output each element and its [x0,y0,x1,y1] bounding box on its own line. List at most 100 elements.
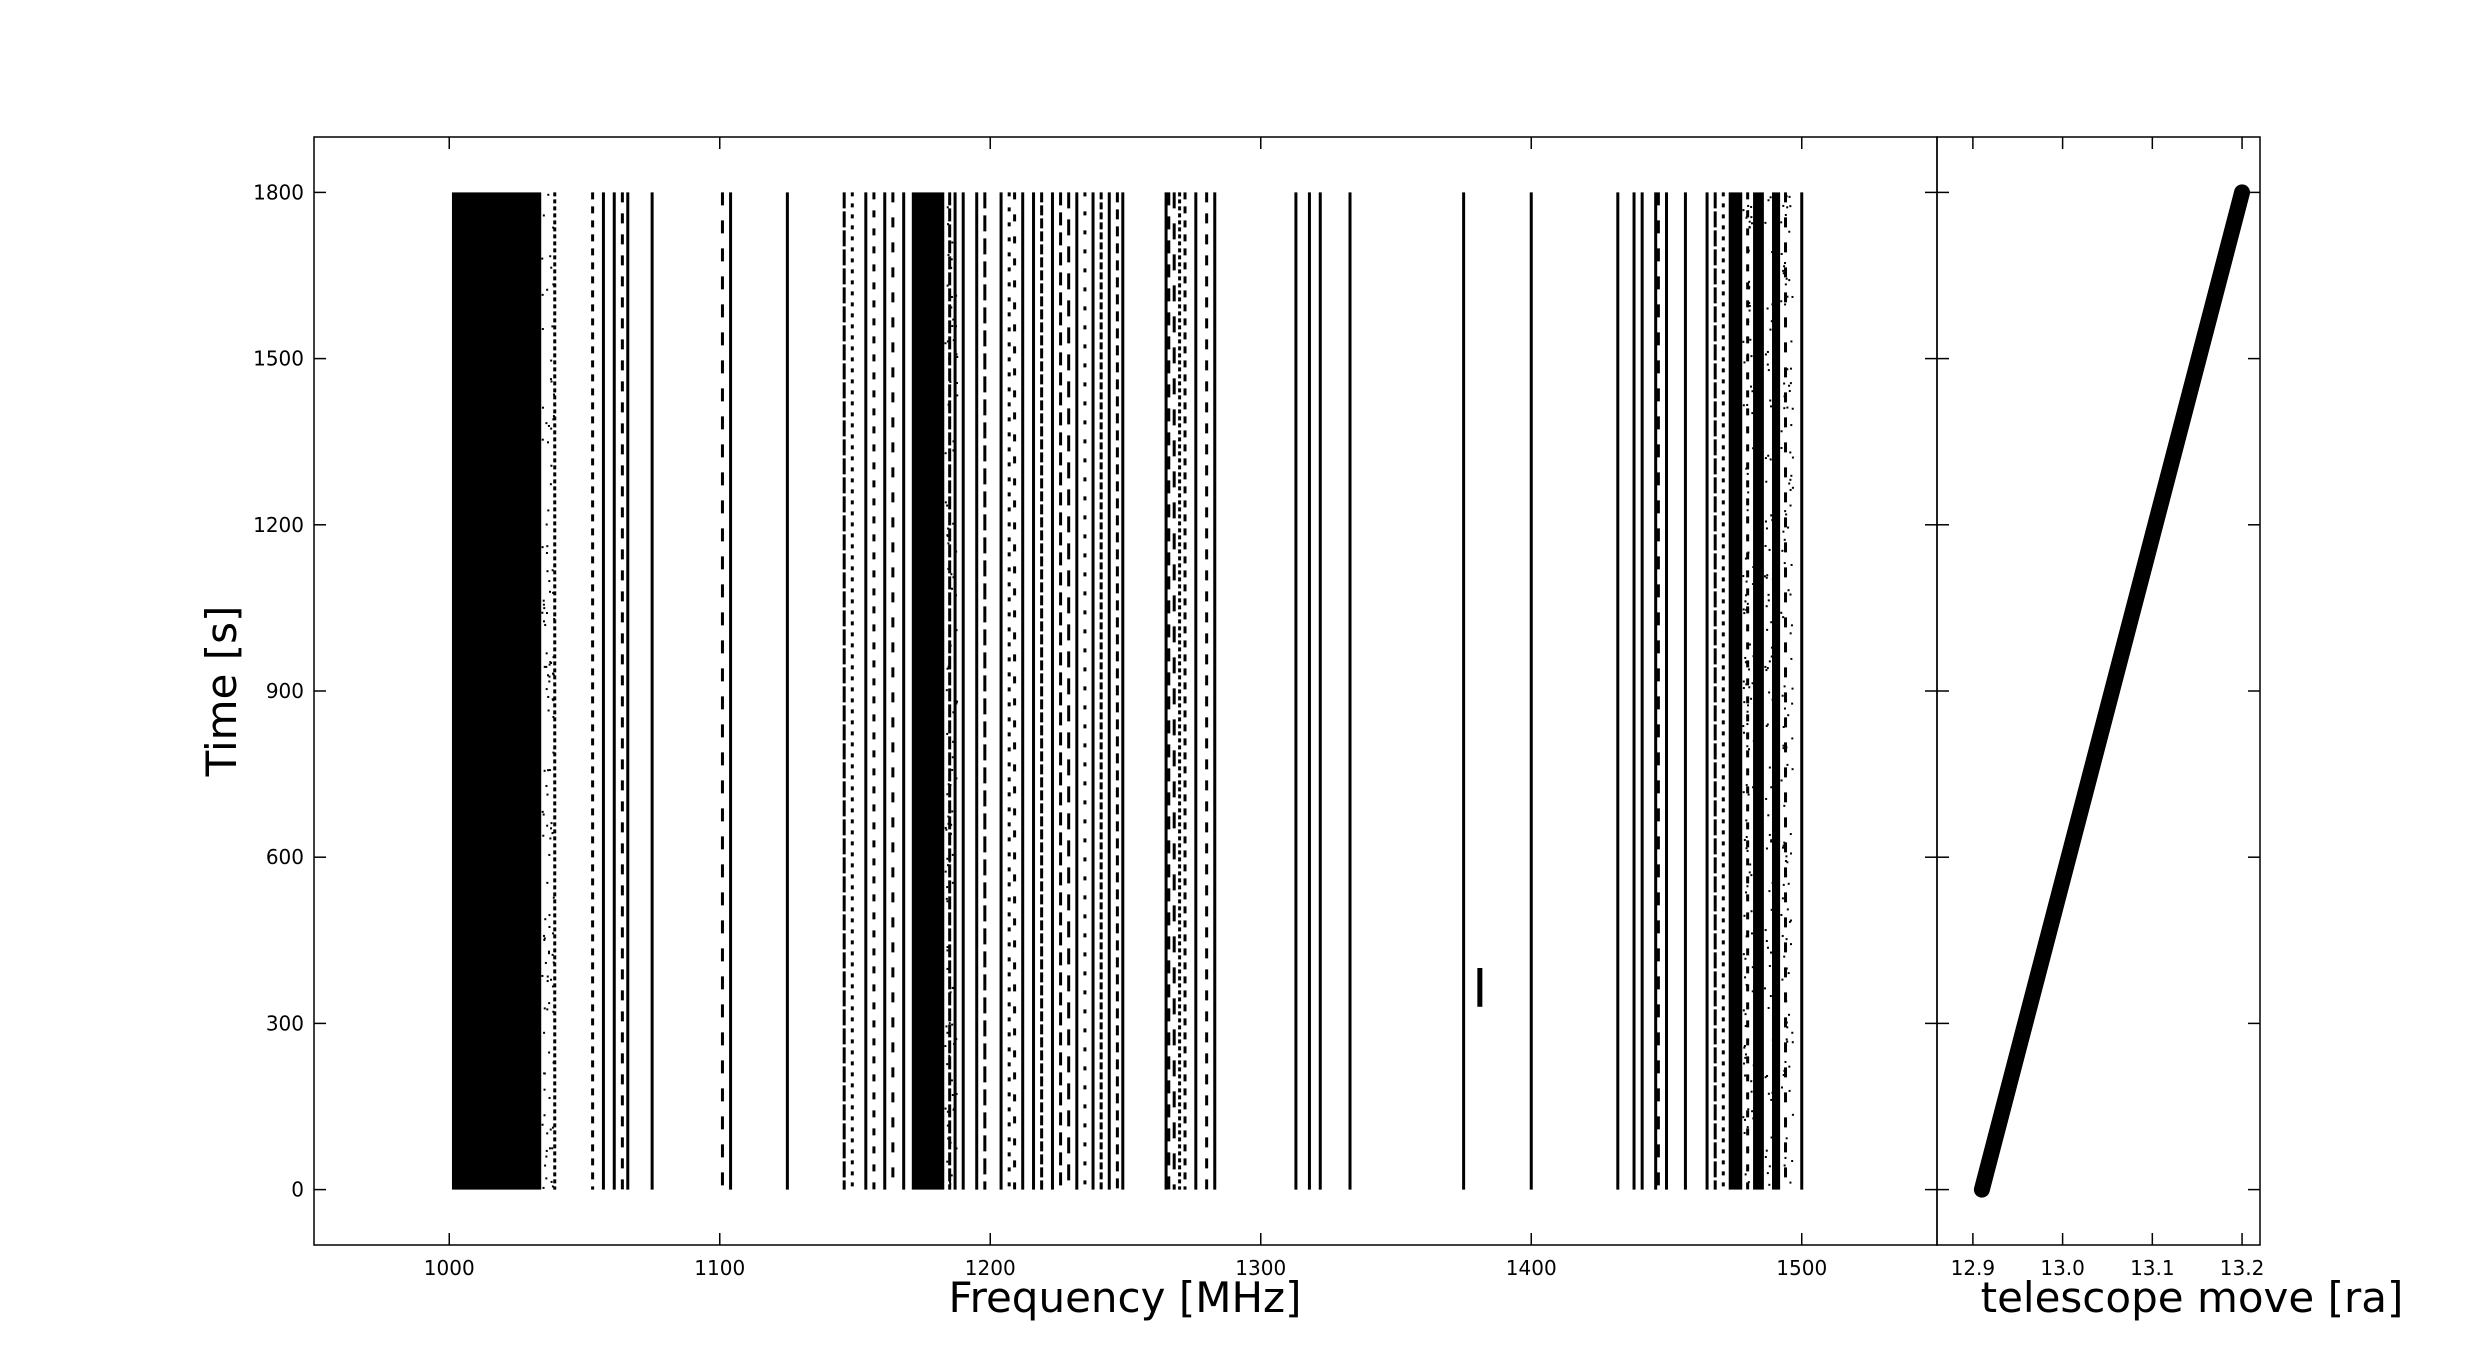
rfi-speckle [1745,819,1747,821]
rfi-speckle [1746,885,1748,887]
rfi-speckle [1744,958,1746,960]
rfi-speckle [1770,786,1772,788]
ytick-label: 300 [266,1011,304,1035]
rfi-speckle [546,794,548,796]
rfi-speckle [542,811,544,813]
rfi-speckle [1790,833,1792,835]
rfi-speckle [1785,513,1787,515]
rfi-speckle [546,552,548,554]
rfi-speckle [1766,605,1768,607]
rfi-speckle [1744,1045,1746,1047]
rfi-speckle [1782,897,1784,899]
rfi-dense-band-0 [452,192,541,1189]
rfi-speckle [543,620,545,622]
rfi-speckle [951,1079,953,1081]
rfi-speckle [1770,196,1772,198]
rfi-speckle [1767,814,1769,816]
rfi-speckle [1764,666,1766,668]
rfi-speckle [543,607,545,609]
rfi-speckle [1746,745,1748,747]
rfi-speckle [952,1094,954,1096]
rfi-speckle [1784,685,1786,687]
rfi-speckle [1766,629,1768,631]
rfi-speckle [548,580,550,582]
rfi-speckle [1747,711,1749,713]
rfi-speckle [1745,1053,1747,1055]
rfi-speckle [1765,1076,1767,1078]
rfi-speckle [1766,725,1768,727]
rfi-speckle [1782,695,1784,697]
ytick-label: 900 [266,679,304,703]
rfi-speckle [1792,768,1794,770]
rfi-speckle [1781,1086,1783,1088]
rfi-speckle [945,452,947,454]
ytick-label: 1800 [253,180,304,204]
rfi-speckle [1781,550,1783,552]
rfi-speckle [1766,574,1768,576]
rfi-speckle [1790,489,1792,491]
rfi-speckle [1788,972,1790,974]
rfi-speckle [1792,408,1794,410]
rfi-speckle [543,935,545,937]
rfi-speckle [1745,891,1747,893]
rfi-dense-band-3 [1753,192,1764,1189]
rfi-speckle [1743,680,1745,682]
rfi-speckle [1785,283,1787,285]
rfi-speckle [1789,451,1791,453]
rfi-speckle [551,380,553,382]
rfi-speckle [546,289,548,291]
rfi-speckle [1792,1114,1794,1116]
rfi-speckle [546,570,548,572]
rfi-speckle [1750,698,1752,700]
rfi-speckle [949,1022,951,1024]
rfi-speckle [1788,231,1790,233]
rfi-speckle [951,242,953,244]
rfi-speckle [946,898,948,900]
rfi-speckle [545,1177,547,1179]
rfi-speckle [1790,505,1792,507]
rfi-speckle [946,886,948,888]
left-ylabel: Time [s] [197,606,246,778]
rfi-speckle [1766,527,1768,529]
rfi-speckle [547,674,549,676]
rfi-speckle [946,793,948,795]
rfi-speckle [551,822,553,824]
rfi-speckle [1789,1182,1791,1184]
rfi-speckle [1783,383,1785,385]
rfi-speckle [1746,723,1748,725]
rfi-speckle [1747,473,1749,475]
rfi-speckle [1747,491,1749,493]
rfi-speckle [551,325,553,327]
rfi-speckle [1764,575,1766,577]
rfi-speckle [1792,1041,1794,1043]
rfi-speckle [544,770,546,772]
rfi-speckle [1770,458,1772,460]
rfi-dense-band-2 [1729,192,1743,1189]
rfi-speckle [1785,860,1787,862]
rfi-speckle [1792,457,1794,459]
rfi-speckle [547,441,549,443]
rfi-speckle [1742,341,1744,343]
rfi-speckle [1743,1009,1745,1011]
rfi-speckle [553,674,555,676]
rfi-speckle [1786,764,1788,766]
rfi-speckle [1743,701,1745,703]
ytick-label: 600 [266,845,304,869]
rfi-speckle [1784,1164,1786,1166]
rfi-speckle [543,814,545,816]
rfi-speckle [1749,221,1751,223]
rfi-speckle [1745,1013,1747,1015]
rfi-speckle [1768,890,1770,892]
rfi-speckle [1742,725,1744,727]
rfi-speckle [1770,621,1772,623]
xtick-label: 1400 [1506,1256,1557,1280]
rfi-speckle [1765,353,1767,355]
rfi-speckle [1784,1157,1786,1159]
rfi-speckle [1750,386,1752,388]
rfi-speckle [1750,355,1752,357]
rfi-speckle [1791,564,1793,566]
rfi-speckle [1765,798,1767,800]
rfi-speckle [546,545,548,547]
rfi-speckle [1764,222,1766,224]
